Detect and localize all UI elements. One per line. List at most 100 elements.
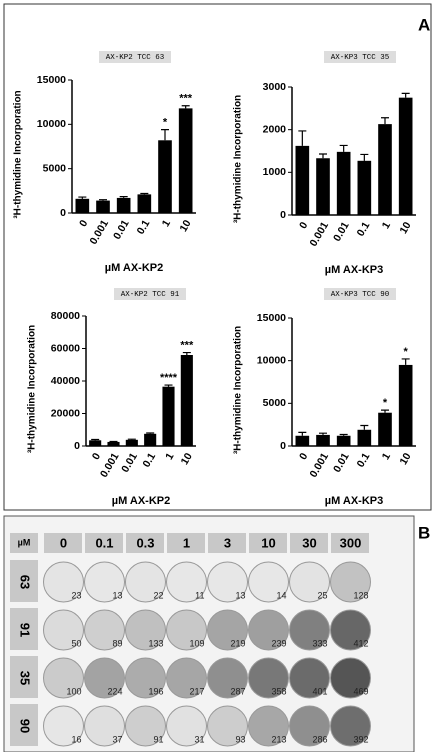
colony-count: 239 (271, 638, 286, 648)
colony-count: 128 (353, 590, 368, 600)
well (248, 657, 289, 699)
y-tick-label: 20000 (51, 407, 80, 419)
bar (357, 429, 372, 446)
x-tick-label: 0 (297, 220, 310, 231)
well (289, 657, 330, 699)
error-bar (140, 192, 149, 195)
bar (295, 435, 310, 446)
y-tick-label: 10000 (257, 354, 286, 366)
bar (378, 412, 392, 446)
colony-count: 133 (148, 638, 163, 648)
error-bar (146, 432, 155, 434)
y-axis-label: ³H-thymidine Incorporation (233, 326, 244, 454)
colony-count: 358 (271, 686, 286, 696)
column-label: 0 (60, 535, 67, 550)
colony-count: 469 (353, 686, 368, 696)
title-box (114, 288, 186, 300)
well (248, 561, 289, 603)
well (207, 705, 248, 747)
error-bar (127, 438, 136, 440)
column-label: 0.3 (136, 535, 154, 550)
row-header (10, 608, 38, 650)
well (43, 705, 84, 747)
colony-count: 23 (71, 590, 81, 600)
significance-label: * (383, 397, 388, 409)
row-label: 35 (18, 671, 33, 685)
error-bar (182, 351, 191, 355)
header-cell (249, 533, 287, 553)
bar (316, 434, 330, 446)
x-tick-label: 10 (397, 451, 413, 467)
well (43, 561, 84, 603)
colony-count: 333 (312, 638, 327, 648)
colony-count: 412 (353, 638, 368, 648)
error-bar (119, 195, 128, 198)
error-bar (164, 384, 173, 387)
error-bar (319, 432, 327, 435)
x-tick-label: 0.1 (355, 220, 373, 239)
colony-count: 31 (194, 734, 204, 744)
colony-count: 13 (235, 590, 245, 600)
chart-title: AX-KP3 TCC 90 (331, 291, 390, 299)
bar (116, 197, 131, 213)
well (289, 609, 330, 651)
well (248, 609, 289, 651)
x-axis-label: µM AX-KP2 (112, 495, 171, 507)
well (84, 561, 125, 603)
bar (336, 151, 351, 215)
bar (295, 145, 310, 215)
well (207, 609, 248, 651)
well (207, 561, 248, 603)
error-bar (78, 196, 87, 199)
x-axis-label: µM AX-KP2 (105, 262, 164, 274)
panel-a-frame (3, 3, 432, 511)
well (125, 657, 166, 699)
x-tick-label: 1 (163, 451, 176, 462)
colony-count: 401 (312, 686, 327, 696)
row-header (10, 560, 38, 602)
colony-count: 25 (317, 590, 327, 600)
chart-title: AX-KP2 TCC 91 (121, 291, 180, 299)
colony-count: 50 (71, 638, 81, 648)
y-tick-label: 10000 (37, 118, 66, 130)
x-tick-label: 0.1 (355, 451, 373, 470)
significance-label: * (404, 346, 409, 358)
well (166, 705, 207, 747)
bar (398, 97, 413, 215)
x-tick-label: 0 (77, 218, 90, 229)
well (125, 561, 166, 603)
x-tick-label: 0.001 (307, 451, 331, 480)
title-box (324, 51, 396, 63)
significance-label: *** (180, 339, 194, 351)
x-tick-label: 1 (380, 220, 393, 231)
colony-count: 213 (271, 734, 286, 744)
well (166, 561, 207, 603)
x-tick-label: 10 (179, 451, 195, 467)
well (84, 705, 125, 747)
column-label: 1 (183, 535, 190, 550)
error-bar (298, 431, 307, 436)
x-tick-label: 10 (177, 218, 193, 234)
chart-title: AX-KP3 TCC 35 (331, 54, 390, 62)
bar (178, 108, 193, 213)
y-tick-label: 3000 (263, 81, 287, 93)
well (289, 561, 330, 603)
bar (316, 158, 330, 215)
y-tick-label: 40000 (51, 375, 80, 387)
error-bar (319, 153, 327, 159)
well (43, 657, 84, 699)
y-tick-label: 0 (280, 209, 286, 221)
error-bar (360, 153, 369, 161)
well (330, 705, 371, 747)
colony-count: 287 (230, 686, 245, 696)
bar (107, 441, 120, 446)
column-label: 10 (261, 535, 275, 550)
y-tick-label: 0 (74, 440, 80, 452)
y-tick-label: 2000 (263, 123, 287, 135)
bar (162, 386, 175, 446)
well (330, 609, 371, 651)
colony-count: 89 (112, 638, 122, 648)
bar (144, 433, 157, 446)
bar (398, 364, 413, 446)
